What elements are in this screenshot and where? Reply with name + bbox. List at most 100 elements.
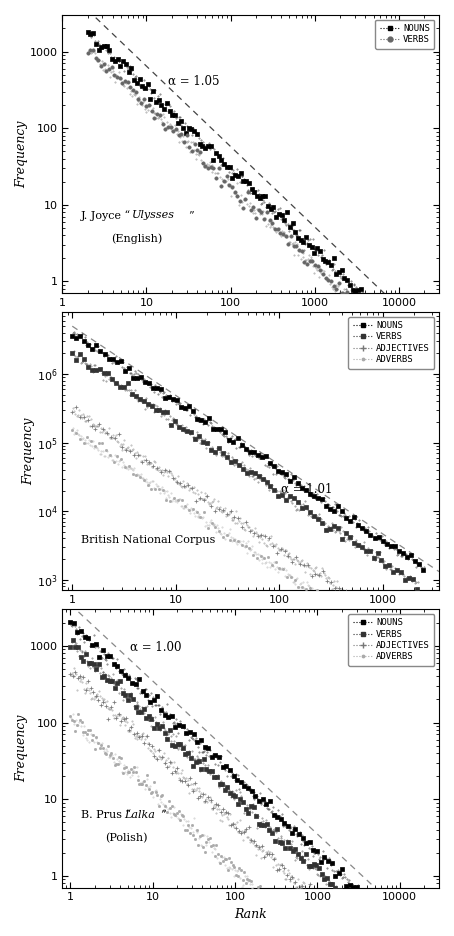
Point: [292, 841, 299, 856]
Point: [76, 712, 84, 727]
Point: [177, 737, 184, 752]
Point: [169, 108, 176, 123]
Point: [319, 252, 326, 267]
Point: [137, 704, 144, 719]
Text: α = 1.05: α = 1.05: [168, 75, 219, 88]
Point: [361, 296, 369, 311]
Point: [294, 230, 301, 245]
Point: [189, 502, 197, 517]
Point: [226, 159, 233, 174]
Point: [125, 65, 132, 80]
Point: [200, 839, 207, 854]
Point: [390, 564, 397, 579]
Point: [245, 175, 252, 190]
Point: [67, 639, 74, 654]
Point: [224, 780, 231, 795]
Point: [405, 571, 413, 586]
Point: [246, 541, 253, 556]
Point: [321, 596, 328, 611]
Point: [91, 741, 99, 756]
Point: [350, 880, 357, 895]
Point: [109, 351, 116, 366]
Point: [95, 657, 103, 672]
Point: [165, 709, 172, 724]
Point: [334, 886, 341, 901]
Point: [282, 228, 289, 243]
Point: [145, 97, 153, 112]
Point: [255, 202, 262, 217]
Point: [266, 846, 273, 861]
Point: [100, 365, 108, 380]
Point: [330, 251, 337, 266]
Point: [224, 863, 232, 878]
Point: [127, 444, 134, 459]
Point: [78, 714, 85, 729]
Point: [311, 489, 318, 504]
Point: [329, 594, 336, 609]
Point: [237, 774, 244, 789]
Point: [160, 802, 168, 817]
Point: [196, 829, 203, 844]
Point: [210, 160, 217, 175]
Point: [266, 212, 273, 227]
Point: [255, 880, 262, 895]
Point: [119, 53, 127, 68]
Text: (c): (c): [409, 618, 428, 632]
Point: [275, 207, 282, 222]
Point: [133, 76, 140, 91]
Point: [246, 873, 253, 888]
Point: [159, 483, 166, 498]
Point: [212, 796, 219, 811]
Point: [217, 804, 224, 819]
Point: [286, 220, 293, 235]
Point: [322, 254, 329, 269]
Point: [258, 528, 265, 543]
Point: [79, 670, 87, 685]
Point: [157, 789, 164, 804]
Text: Ulysses: Ulysses: [132, 210, 175, 220]
Point: [84, 359, 92, 374]
Point: [223, 506, 230, 521]
Point: [69, 345, 76, 360]
Point: [350, 535, 357, 550]
Point: [111, 54, 118, 69]
Point: [238, 537, 246, 552]
Point: [156, 402, 163, 417]
Point: [89, 727, 97, 742]
Point: [104, 365, 112, 380]
Point: [114, 69, 121, 84]
Point: [370, 295, 377, 310]
Point: [326, 522, 334, 537]
Point: [154, 689, 161, 704]
Point: [197, 789, 204, 804]
Point: [300, 234, 307, 249]
Point: [199, 434, 207, 449]
Point: [272, 209, 280, 224]
Point: [264, 198, 271, 213]
Point: [244, 871, 251, 886]
Point: [195, 753, 202, 768]
Point: [69, 668, 76, 683]
Legend: NOUNS, VERBS, ADJECTIVES, ADVERBS: NOUNS, VERBS, ADJECTIVES, ADVERBS: [348, 316, 434, 369]
Point: [250, 800, 257, 815]
Point: [362, 616, 370, 631]
Point: [236, 860, 243, 875]
Point: [261, 817, 268, 832]
Point: [152, 95, 159, 110]
Point: [170, 490, 178, 505]
Point: [184, 746, 192, 761]
Point: [169, 391, 177, 406]
Point: [192, 431, 199, 446]
Point: [338, 285, 345, 300]
Point: [273, 546, 281, 561]
Point: [150, 720, 158, 735]
Point: [80, 653, 87, 668]
Point: [238, 438, 245, 453]
Point: [136, 72, 143, 87]
Point: [87, 680, 94, 695]
Point: [72, 639, 79, 654]
Point: [94, 736, 102, 751]
Point: [116, 380, 123, 395]
Point: [346, 878, 353, 893]
Point: [242, 192, 249, 207]
